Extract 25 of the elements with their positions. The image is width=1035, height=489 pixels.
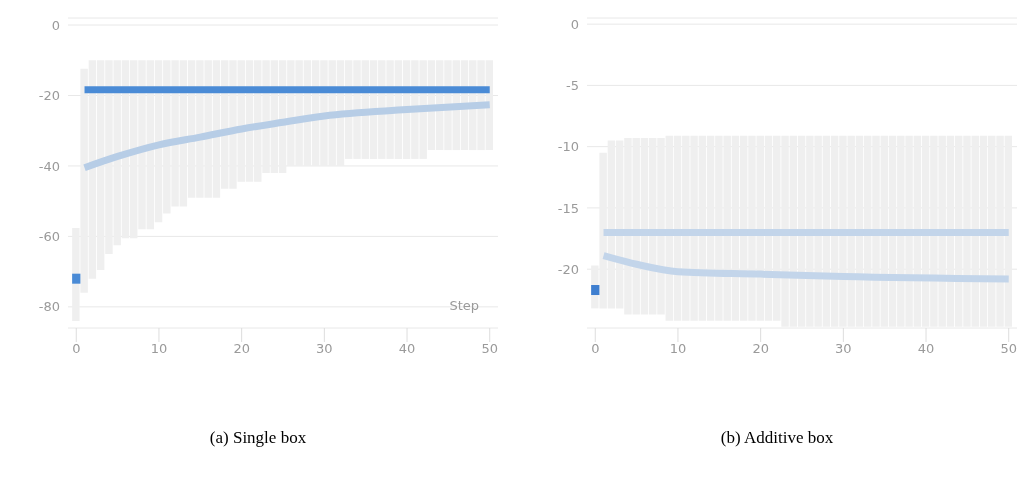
x-tick-label: 50 <box>1000 341 1017 357</box>
y-tick-label: -15 <box>557 200 579 216</box>
y-tick-label: -40 <box>38 158 60 174</box>
x-tick-label: 0 <box>591 341 600 357</box>
y-tick-label: -60 <box>38 229 60 245</box>
y-tick-label: -5 <box>566 78 579 94</box>
x-tick-label: 50 <box>481 341 498 357</box>
x-tick-label: 20 <box>233 341 250 357</box>
x-tick-label: 30 <box>316 341 333 357</box>
y-tick-label: -80 <box>38 299 60 315</box>
y-tick-label: 0 <box>51 17 60 33</box>
x-tick-label: 10 <box>669 341 687 357</box>
x-tick-label: 20 <box>752 341 769 357</box>
x-tick-label: 10 <box>150 341 168 357</box>
y-tick-label: 0 <box>570 16 579 32</box>
x-tick-label: 30 <box>835 341 852 357</box>
y-tick-label: -20 <box>38 88 60 104</box>
y-tick-label: -20 <box>557 261 579 277</box>
text: (a) Single box <box>208 428 308 448</box>
x-tick-label: 0 <box>72 341 81 357</box>
x-axis-title: Step <box>449 298 479 314</box>
x-tick-label: 40 <box>917 341 935 357</box>
text: (b) Additive box <box>719 428 835 448</box>
x-tick-label: 40 <box>398 341 416 357</box>
y-tick-label: -10 <box>557 139 579 155</box>
